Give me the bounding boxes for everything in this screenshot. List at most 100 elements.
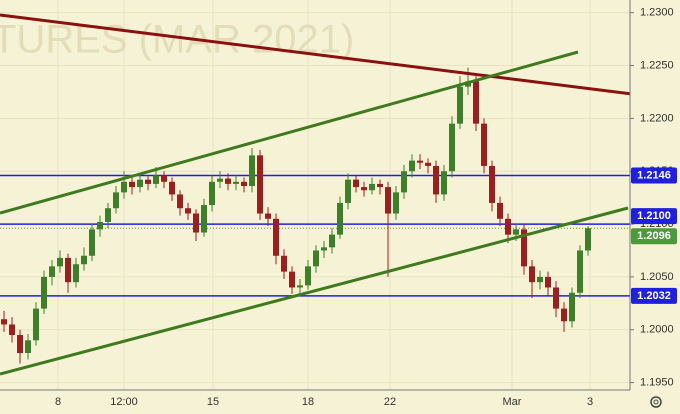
candle-body <box>409 160 415 172</box>
candle-body <box>225 178 231 184</box>
candle-body <box>417 160 423 163</box>
level-label: 1.2100 <box>637 210 671 222</box>
candle-body <box>209 181 215 206</box>
price-axis <box>630 0 680 414</box>
candle-body <box>193 213 199 233</box>
candle-body <box>497 202 503 219</box>
candle-body <box>353 179 359 188</box>
candle-body <box>233 181 239 184</box>
candle-body <box>561 308 567 322</box>
candle-body <box>49 266 55 277</box>
candle-body <box>137 179 143 188</box>
candle-body <box>457 86 463 124</box>
candle-body <box>81 255 87 265</box>
channel-line <box>0 50 579 215</box>
candle-body <box>585 228 591 251</box>
y-tick-label: 1.2250 <box>640 59 674 71</box>
candle-body <box>505 218 511 235</box>
candle-body <box>529 266 535 283</box>
last-price-label: 1.2096 <box>637 230 671 242</box>
candle-body <box>9 324 15 336</box>
x-tick-label: 22 <box>384 396 396 408</box>
candle-body <box>553 287 559 309</box>
candle-body <box>105 208 111 222</box>
candle-body <box>89 229 95 256</box>
candle-body <box>481 123 487 166</box>
watermark: TURES (MAR 2021) <box>0 18 354 62</box>
level-label: 1.2032 <box>637 290 671 302</box>
candle-body <box>265 213 271 219</box>
candle-body <box>369 183 375 191</box>
y-tick-label: 1.2200 <box>640 112 674 124</box>
y-tick-label: 1.2000 <box>640 324 674 336</box>
level-label: 1.2146 <box>637 169 671 181</box>
candle-body <box>337 202 343 235</box>
candle-body <box>33 308 39 341</box>
x-tick-label: 15 <box>207 396 219 408</box>
candle-body <box>145 179 151 184</box>
candle-body <box>537 276 543 283</box>
y-tick-label: 1.1950 <box>640 377 674 389</box>
candle-body <box>329 234 335 248</box>
levels <box>0 174 630 297</box>
candle-body <box>17 335 23 354</box>
candle-body <box>401 171 407 193</box>
candle-body <box>97 221 103 230</box>
candle-body <box>153 175 159 184</box>
last-price-box <box>631 228 677 245</box>
candle-body <box>57 257 63 267</box>
candle-body <box>489 165 495 203</box>
candle-body <box>273 218 279 256</box>
candle-body <box>257 155 263 214</box>
candle-body <box>241 181 247 187</box>
candle-body <box>545 276 551 288</box>
level-label-box <box>631 208 677 225</box>
x-tick-label: Mar <box>503 396 522 408</box>
candle-body <box>185 208 191 214</box>
candle-body <box>73 264 79 283</box>
candle-body <box>129 181 135 188</box>
candles <box>1 67 591 364</box>
candle-body <box>113 192 119 209</box>
candle-body <box>569 292 575 322</box>
candle-body <box>201 205 207 233</box>
candle-body <box>121 181 127 193</box>
candle-body <box>281 255 287 272</box>
candle-body <box>513 229 519 235</box>
candle-body <box>361 187 367 191</box>
candle-body <box>161 175 167 182</box>
candle-body <box>25 340 31 354</box>
candle-body <box>433 165 439 195</box>
candle-body <box>521 229 527 267</box>
candle-body <box>41 276 47 309</box>
candle-body <box>393 192 399 214</box>
y-tick-label: 1.2050 <box>640 271 674 283</box>
level-label-box <box>631 287 677 304</box>
x-tick-label: 18 <box>302 396 314 408</box>
trend-line <box>0 13 633 96</box>
channel-line <box>0 206 629 376</box>
candle-body <box>249 155 255 187</box>
candle-body <box>449 123 455 172</box>
candle-body <box>441 171 447 195</box>
candle-body <box>305 266 311 286</box>
candle-body <box>297 285 303 288</box>
candle-body <box>177 194 183 209</box>
candle-body <box>289 271 295 288</box>
candle-body <box>345 179 351 203</box>
candle-body <box>385 187 391 214</box>
candle-body <box>217 178 223 182</box>
candle-body <box>321 247 327 251</box>
candle-body <box>577 250 583 293</box>
x-tick-label: 8 <box>55 396 61 408</box>
level-label-box <box>631 167 677 184</box>
candle-body <box>1 319 7 325</box>
candle-body <box>425 162 431 166</box>
settings-icon[interactable] <box>650 396 662 408</box>
candle-body <box>169 181 175 195</box>
y-tick-label: 1.2300 <box>640 7 674 19</box>
x-tick-label: 12:00 <box>110 396 138 408</box>
candle-body <box>313 250 319 267</box>
axis-labels: 1.19501.20001.20501.21001.21501.22001.22… <box>55 7 677 408</box>
